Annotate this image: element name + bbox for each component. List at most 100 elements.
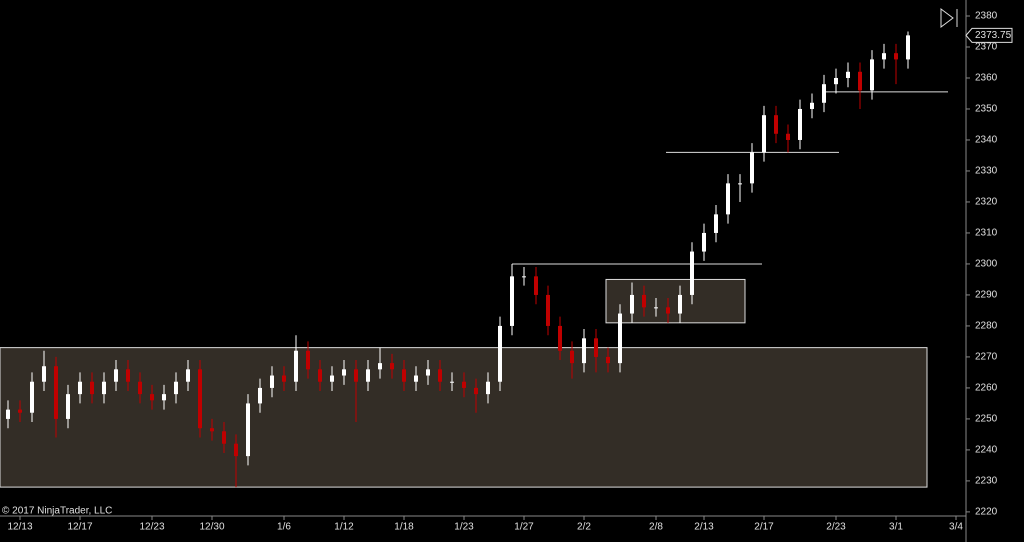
y-tick-label: 2220 — [975, 507, 998, 518]
candle-body — [474, 387, 478, 395]
candle-body — [570, 350, 574, 364]
candle-body — [774, 115, 778, 134]
candle-body — [258, 387, 262, 404]
y-tick-label: 2340 — [975, 135, 998, 146]
candle-body — [750, 152, 754, 184]
y-tick-label: 2290 — [975, 290, 998, 301]
candle-body — [186, 369, 190, 382]
x-tick-label: 2/13 — [694, 522, 714, 533]
candle-body — [666, 307, 670, 314]
x-tick-label: 12/17 — [67, 522, 92, 533]
y-tick-label: 2330 — [975, 166, 998, 177]
candle-body — [630, 294, 634, 314]
candle-body — [342, 369, 346, 376]
y-tick-label: 2370 — [975, 42, 998, 53]
candle-body — [606, 356, 610, 364]
candle-body — [414, 375, 418, 382]
candle-body — [894, 53, 898, 60]
candle-body — [858, 71, 862, 91]
candle-body — [426, 369, 430, 376]
candle-body — [150, 394, 154, 401]
candle-body — [138, 381, 142, 395]
candle-body — [498, 325, 502, 382]
x-tick-label: 2/23 — [826, 522, 846, 533]
candle-body — [78, 381, 82, 395]
x-tick-label: 2/2 — [577, 522, 591, 533]
candle-body — [390, 363, 394, 370]
candle-body — [510, 276, 514, 326]
x-tick-label: 12/30 — [199, 522, 224, 533]
x-tick-label: 1/6 — [277, 522, 291, 533]
candle-body — [834, 77, 838, 85]
y-tick-label: 2300 — [975, 259, 998, 270]
candle-body — [786, 133, 790, 140]
y-tick-label: 2310 — [975, 228, 998, 239]
candle-body — [714, 214, 718, 233]
x-tick-label: 3/4 — [949, 522, 963, 533]
x-tick-label: 3/1 — [889, 522, 903, 533]
x-tick-label: 1/12 — [334, 522, 354, 533]
candle-body — [522, 276, 526, 278]
candle-body — [234, 443, 238, 457]
y-tick-label: 2320 — [975, 197, 998, 208]
candle-body — [486, 381, 490, 395]
candle-body — [114, 369, 118, 382]
candle-body — [906, 35, 910, 60]
y-tick-label: 2240 — [975, 445, 998, 456]
candle-body — [90, 381, 94, 395]
candle-body — [270, 375, 274, 388]
candle-body — [642, 294, 646, 308]
candle-body — [738, 183, 742, 185]
candle-body — [546, 294, 550, 326]
candle-body — [678, 294, 682, 314]
candle-body — [846, 71, 850, 78]
candle-body — [246, 403, 250, 457]
candle-body — [438, 369, 442, 382]
candle-body — [330, 375, 334, 382]
candle-body — [690, 251, 694, 295]
candle-body — [54, 366, 58, 419]
candle-body — [378, 363, 382, 370]
candle-body — [870, 59, 874, 91]
price-zone — [605, 278, 746, 324]
candle-body — [654, 307, 658, 309]
candle-body — [762, 115, 766, 153]
x-tick-label: 2/8 — [649, 522, 663, 533]
y-tick-label: 2250 — [975, 414, 998, 425]
candle-body — [42, 366, 46, 382]
y-tick-label: 2270 — [975, 352, 998, 363]
candle-body — [6, 409, 10, 419]
last-price-label: 2373.75 — [975, 30, 1012, 41]
last-price-box — [965, 27, 1013, 43]
candle-body — [558, 325, 562, 351]
candle-body — [822, 84, 826, 103]
candle-body — [126, 369, 130, 382]
y-tick-label: 2380 — [975, 11, 998, 22]
x-tick-label: 2/17 — [754, 522, 774, 533]
candle-body — [294, 350, 298, 382]
candle-body — [534, 276, 538, 295]
scroll-icon — [940, 8, 958, 28]
y-tick-label: 2230 — [975, 476, 998, 487]
candle-body — [66, 394, 70, 419]
candle-body — [726, 183, 730, 215]
y-tick-label: 2350 — [975, 104, 998, 115]
candle-body — [282, 375, 286, 382]
candle-body — [798, 108, 802, 140]
candle-body — [18, 409, 22, 413]
candle-body — [102, 381, 106, 395]
candle-body — [450, 381, 454, 383]
candle-body — [702, 232, 706, 252]
candle-body — [198, 369, 202, 429]
candle-body — [882, 53, 886, 60]
y-tick-label: 2280 — [975, 321, 998, 332]
candle-body — [174, 381, 178, 395]
candle-body — [30, 381, 34, 413]
candle-body — [582, 338, 586, 364]
x-tick-label: 1/23 — [454, 522, 474, 533]
y-tick-label: 2360 — [975, 73, 998, 84]
candle-body — [354, 369, 358, 382]
candle-body — [222, 431, 226, 444]
